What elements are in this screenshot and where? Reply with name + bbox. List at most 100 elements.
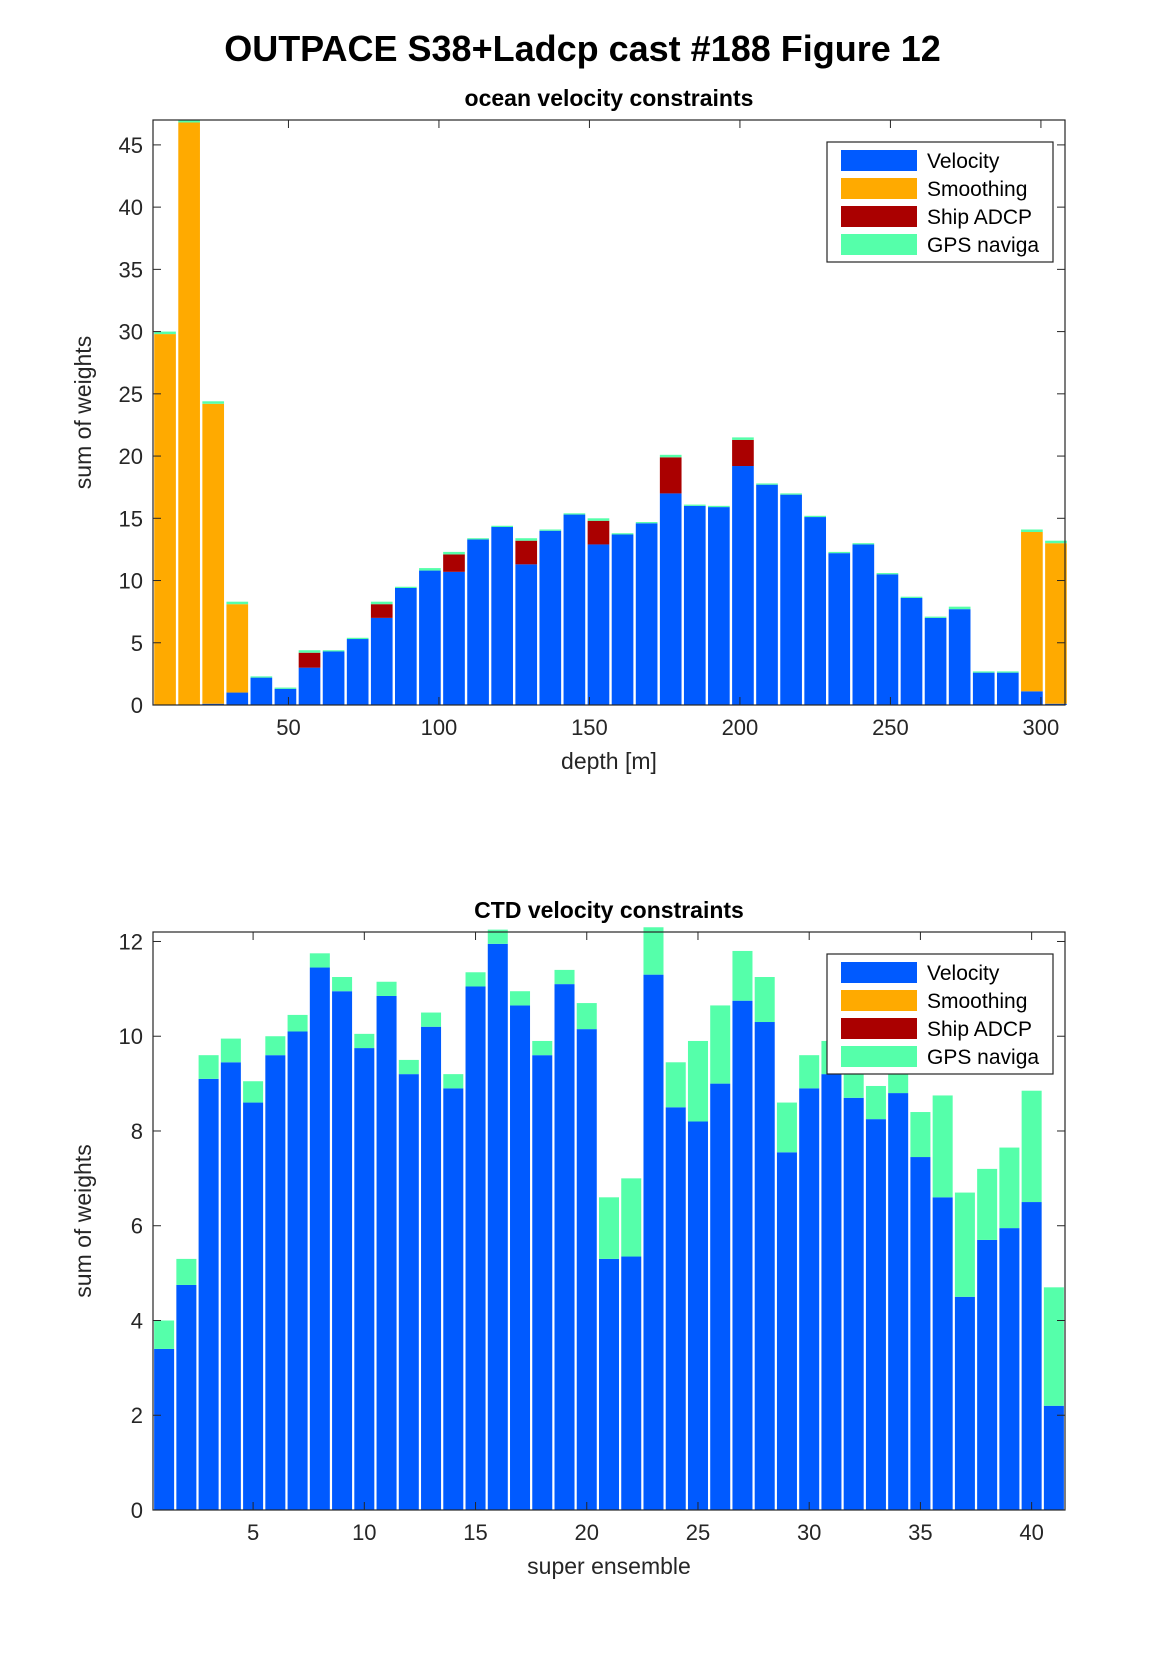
bar-segment-gps <box>598 1197 620 1259</box>
legend-swatch-velocity <box>841 962 917 983</box>
bar-segment-velocity <box>852 544 875 705</box>
y-tick-label: 25 <box>119 382 143 407</box>
bar-segment-velocity <box>876 574 899 705</box>
bar-segment-gps <box>487 929 508 944</box>
bar-segment-gps <box>515 538 538 541</box>
bar-segment-gps <box>176 1258 197 1285</box>
chart-title: ocean velocity constraints <box>465 85 754 111</box>
legend-label: Velocity <box>927 150 1000 173</box>
bar-segment-velocity <box>154 1348 175 1510</box>
bar-segment-velocity <box>948 609 971 705</box>
y-tick-label: 0 <box>131 693 143 718</box>
bar-segment-gps <box>398 1059 419 1075</box>
bar-segment-velocity <box>708 507 730 705</box>
bar-segment-velocity <box>576 1029 597 1510</box>
bar-segment-velocity <box>274 688 297 705</box>
legend-swatch-gps <box>841 1046 917 1067</box>
x-tick-label: 200 <box>722 715 759 740</box>
bar-segment-gps <box>554 969 575 985</box>
bar-segment-velocity <box>659 493 682 705</box>
bar-segment-gps <box>1021 529 1043 532</box>
bar-segment-gps <box>491 525 513 528</box>
bar-segment-gps <box>996 671 1019 673</box>
x-tick-label: 30 <box>797 1520 821 1545</box>
bar-segment-velocity <box>780 494 802 705</box>
bar-segment-velocity <box>287 1031 308 1510</box>
bar-segment-gps <box>954 1192 975 1297</box>
bar-segment-gps <box>732 950 753 1001</box>
bar-segment-gps <box>576 1003 597 1030</box>
bar-segment-velocity <box>465 986 486 1510</box>
bar-segment-smoothing <box>154 334 176 705</box>
y-tick-label: 2 <box>131 1403 143 1428</box>
bar-segment-gps <box>394 586 417 588</box>
bar-segment-velocity <box>900 597 923 705</box>
bar-segment-gps <box>799 1055 820 1089</box>
bar-segment-smoothing <box>178 122 200 705</box>
bar-segment-velocity <box>539 530 562 705</box>
bar-segment-velocity <box>598 1258 620 1510</box>
bar-segment-velocity <box>198 1078 219 1510</box>
bar-segment-gps <box>322 650 345 652</box>
bar-segment-gps <box>635 522 658 524</box>
bar-segment-gps <box>756 483 778 485</box>
bar-segment-velocity <box>932 1197 953 1510</box>
legend-swatch-ship_adcp <box>841 206 917 227</box>
y-tick-label: 8 <box>131 1119 143 1144</box>
bar-segment-velocity <box>999 1228 1020 1510</box>
bar-segment-gps <box>852 543 875 545</box>
bar-segment-gps <box>977 1168 998 1240</box>
bar-segment-velocity <box>732 466 754 705</box>
bar-segment-gps <box>243 1081 264 1103</box>
bar-segment-gps <box>999 1147 1020 1229</box>
bar-segment-gps <box>154 1320 175 1349</box>
x-tick-label: 35 <box>908 1520 932 1545</box>
bar-segment-velocity <box>621 1256 642 1510</box>
bar-segment-gps <box>443 1074 464 1089</box>
bar-segment-gps <box>865 1085 886 1120</box>
bar-segment-velocity <box>532 1055 553 1510</box>
bar-segment-gps <box>467 538 489 540</box>
bar-segment-gps <box>287 1014 308 1032</box>
x-tick-label: 100 <box>421 715 458 740</box>
bar-segment-velocity <box>309 967 330 1510</box>
legend-swatch-smoothing <box>841 178 917 199</box>
bar-segment-velocity <box>683 505 706 705</box>
bar-segment-velocity <box>665 1107 686 1510</box>
bar-segment-velocity <box>821 1074 842 1510</box>
bar-segment-velocity <box>1021 691 1043 705</box>
bar-segment-gps <box>226 601 249 605</box>
y-tick-label: 0 <box>131 1498 143 1523</box>
legend-label: Ship ADCP <box>927 1018 1032 1041</box>
bar-segment-gps <box>532 1040 553 1056</box>
bar-segment-gps <box>421 1012 442 1027</box>
x-tick-label: 250 <box>872 715 909 740</box>
y-tick-label: 35 <box>119 257 143 282</box>
legend-label: Velocity <box>927 962 1000 985</box>
bars <box>154 927 1064 1510</box>
bar-segment-gps <box>250 676 273 678</box>
y-axis-label: sum of weights <box>70 1144 96 1297</box>
bar-segment-velocity <box>910 1157 931 1510</box>
bar-segment-gps <box>732 437 754 440</box>
bar-segment-gps <box>202 401 225 404</box>
bar-segment-velocity <box>376 995 397 1510</box>
bar-segment-gps <box>346 637 369 640</box>
bar-segment-velocity <box>491 527 513 705</box>
bar-segment-velocity <box>554 984 575 1510</box>
bar-segment-velocity <box>732 1000 753 1510</box>
axes-box <box>152 931 1066 1511</box>
x-axis-label: depth [m] <box>561 748 657 774</box>
x-tick-label: 15 <box>463 1520 487 1545</box>
bar-segment-velocity <box>687 1121 708 1510</box>
x-tick-label: 10 <box>352 1520 376 1545</box>
bar-segment-velocity <box>421 1026 442 1510</box>
legend-label: GPS naviga <box>927 234 1039 257</box>
bar-segment-smoothing <box>1021 531 1043 692</box>
bar-segment-velocity <box>1045 703 1067 705</box>
bar-segment-velocity <box>220 1062 241 1510</box>
bar-segment-gps <box>563 513 586 515</box>
bar-segment-velocity <box>394 588 417 705</box>
bar-segment-velocity <box>370 617 393 705</box>
bar-segment-gps <box>198 1055 219 1079</box>
